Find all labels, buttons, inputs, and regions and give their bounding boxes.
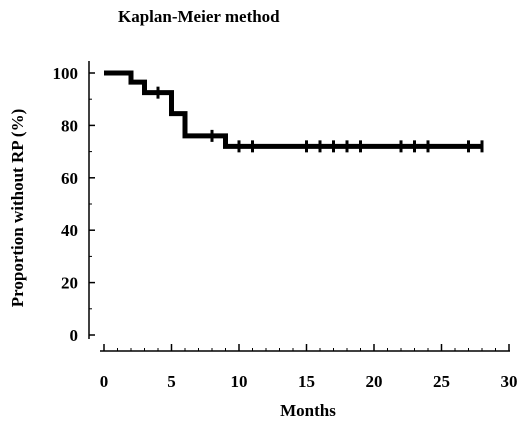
chart-title: Kaplan-Meier method <box>118 7 280 26</box>
x-tick-label: 20 <box>366 372 383 391</box>
x-tick-label: 0 <box>100 372 109 391</box>
y-ticks: 0 20 40 60 80 100 <box>53 64 95 345</box>
y-tick-label: 60 <box>61 169 78 188</box>
x-tick-label: 15 <box>298 372 315 391</box>
x-axis-title: Months <box>280 401 336 420</box>
x-ticks: 0 5 10 15 20 25 30 <box>100 344 518 391</box>
y-tick-label: 0 <box>70 326 79 345</box>
plot-area <box>104 70 484 153</box>
x-tick-label: 5 <box>167 372 176 391</box>
x-tick-label: 10 <box>231 372 248 391</box>
axes <box>88 61 510 352</box>
x-tick-label: 25 <box>433 372 450 391</box>
y-tick-label: 80 <box>61 116 78 135</box>
survival-curve <box>104 70 482 149</box>
y-axis-title: Proportion without RP (%) <box>8 109 27 308</box>
x-tick-label: 30 <box>501 372 518 391</box>
y-tick-label: 40 <box>61 221 78 240</box>
y-tick-label: 100 <box>53 64 79 83</box>
y-tick-label: 20 <box>61 274 78 293</box>
